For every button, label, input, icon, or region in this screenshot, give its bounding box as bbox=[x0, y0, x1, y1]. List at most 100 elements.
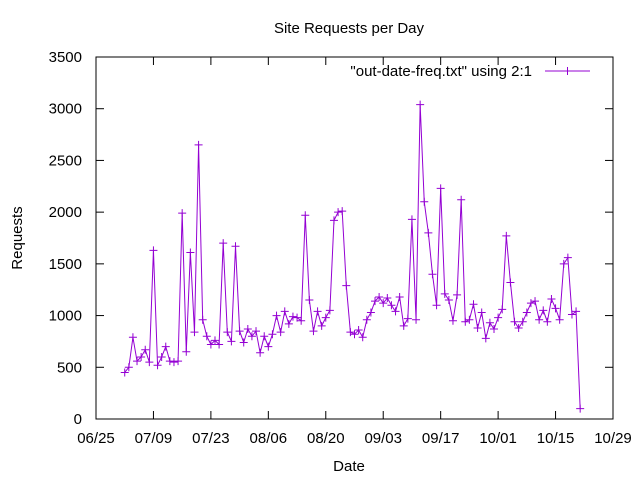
data-point bbox=[559, 259, 568, 268]
data-point bbox=[572, 307, 581, 316]
data-point bbox=[526, 299, 535, 308]
data-point bbox=[490, 325, 499, 334]
data-point bbox=[243, 325, 252, 334]
data-point bbox=[280, 307, 289, 316]
y-tick-label: 3000 bbox=[49, 101, 82, 118]
series-layer bbox=[120, 100, 585, 413]
data-point bbox=[342, 281, 351, 290]
data-point bbox=[252, 327, 261, 336]
data-point bbox=[453, 290, 462, 299]
data-point bbox=[178, 209, 187, 218]
data-point bbox=[137, 352, 146, 361]
data-point bbox=[293, 313, 302, 322]
x-tick-label: 07/23 bbox=[192, 430, 230, 447]
y-tick-label: 2500 bbox=[49, 152, 82, 169]
y-tick-label: 1000 bbox=[49, 308, 82, 325]
data-point bbox=[391, 307, 400, 316]
data-point bbox=[547, 295, 556, 304]
data-point bbox=[215, 340, 224, 349]
data-point bbox=[498, 305, 507, 314]
data-point bbox=[157, 352, 166, 361]
data-point bbox=[469, 300, 478, 309]
data-point bbox=[563, 253, 572, 262]
y-axis-title: Requests bbox=[9, 206, 26, 269]
data-point bbox=[161, 342, 170, 351]
data-point bbox=[210, 336, 219, 345]
data-point bbox=[481, 334, 490, 343]
data-point bbox=[338, 207, 347, 216]
data-point bbox=[297, 316, 306, 325]
data-point bbox=[325, 306, 334, 315]
data-point bbox=[239, 338, 248, 347]
data-point bbox=[539, 306, 548, 315]
data-point bbox=[461, 317, 470, 326]
data-point bbox=[334, 208, 343, 217]
data-point bbox=[518, 317, 527, 326]
data-point bbox=[395, 292, 404, 301]
data-point bbox=[366, 308, 375, 317]
data-point bbox=[543, 317, 552, 326]
data-point bbox=[133, 357, 142, 366]
data-point bbox=[510, 317, 519, 326]
data-point bbox=[379, 299, 388, 308]
data-point bbox=[403, 314, 412, 323]
data-point bbox=[399, 321, 408, 330]
data-point bbox=[375, 292, 384, 301]
data-point bbox=[535, 315, 544, 324]
data-point bbox=[165, 357, 174, 366]
data-point bbox=[305, 296, 314, 305]
data-point bbox=[182, 347, 191, 356]
data-point bbox=[329, 216, 338, 225]
x-tick-label: 08/20 bbox=[307, 430, 345, 447]
x-tick-label: 08/06 bbox=[250, 430, 288, 447]
data-point bbox=[190, 328, 199, 337]
data-point bbox=[186, 248, 195, 257]
data-point bbox=[120, 368, 129, 377]
data-point bbox=[256, 348, 265, 357]
plot-area-border bbox=[95, 56, 614, 420]
legend-marker bbox=[563, 67, 572, 75]
data-point bbox=[145, 358, 154, 367]
data-point bbox=[567, 310, 576, 319]
data-point bbox=[235, 327, 244, 336]
legend: "out-date-freq.txt" using 2:1 bbox=[350, 63, 590, 80]
data-point bbox=[551, 304, 560, 313]
data-point bbox=[276, 328, 285, 337]
data-point bbox=[440, 289, 449, 298]
data-point bbox=[424, 228, 433, 237]
data-point bbox=[317, 321, 326, 330]
data-point bbox=[223, 328, 232, 337]
data-point bbox=[448, 316, 457, 325]
data-point bbox=[231, 242, 240, 251]
data-point bbox=[268, 330, 277, 339]
x-axis-title: Date bbox=[333, 458, 365, 475]
data-point bbox=[153, 361, 162, 370]
x-axis: 06/25 07/09 07/23 08/06 08/20 09/03 09/17 10/01… bbox=[77, 57, 632, 447]
data-point bbox=[522, 308, 531, 317]
data-point bbox=[387, 301, 396, 310]
y-tick-label: 3500 bbox=[49, 49, 82, 66]
y-tick-label: 0 bbox=[74, 411, 82, 428]
data-point bbox=[473, 323, 482, 332]
data-point bbox=[485, 318, 494, 327]
data-point bbox=[465, 315, 474, 324]
data-point bbox=[354, 326, 363, 335]
data-point bbox=[227, 337, 236, 346]
data-point bbox=[346, 328, 355, 337]
data-point bbox=[428, 270, 437, 279]
y-tick-label: 1500 bbox=[49, 256, 82, 273]
data-point bbox=[272, 311, 281, 320]
data-point bbox=[124, 363, 133, 372]
chart-title: Site Requests per Day bbox=[274, 20, 425, 37]
data-point bbox=[198, 315, 207, 324]
data-point bbox=[494, 313, 503, 322]
x-tick-label: 07/09 bbox=[135, 430, 173, 447]
x-tick-label: 10/29 bbox=[594, 430, 632, 447]
y-tick-label: 2000 bbox=[49, 204, 82, 221]
data-point bbox=[444, 296, 453, 305]
data-point bbox=[264, 342, 273, 351]
data-point bbox=[407, 215, 416, 224]
x-tick-label: 10/15 bbox=[537, 430, 575, 447]
data-point bbox=[260, 332, 269, 341]
